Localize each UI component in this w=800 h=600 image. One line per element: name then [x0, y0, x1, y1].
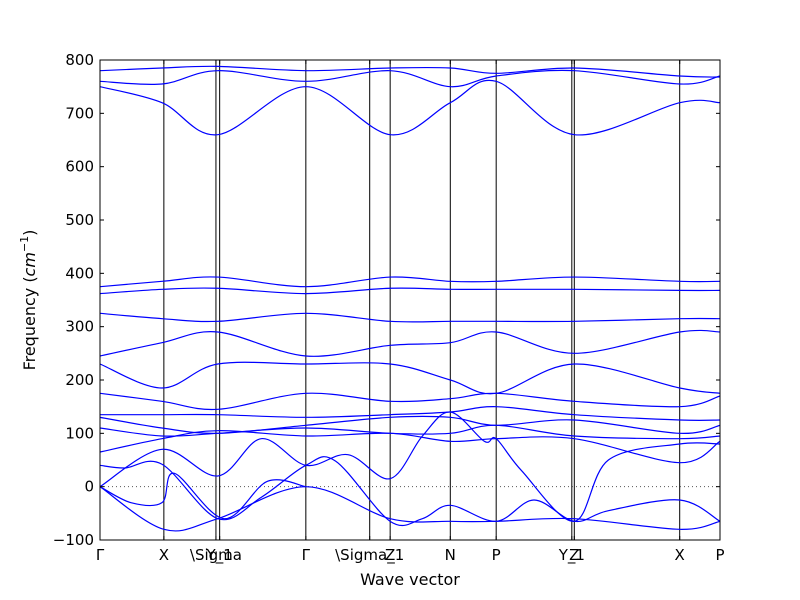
x-tick-label: X: [675, 546, 685, 564]
x-tick-label: Γ: [302, 546, 311, 564]
x-axis-label: Wave vector: [360, 570, 460, 589]
x-tick-label: Y_1: [206, 546, 233, 565]
branch-line-11: [100, 329, 720, 357]
high-symmetry-lines: [163, 60, 681, 540]
branch-line-1: [100, 486, 720, 532]
branch-line-16: [100, 69, 720, 88]
branch-line-13: [100, 276, 720, 288]
y-tick-label: 600: [65, 158, 94, 176]
branch-line-3: [100, 456, 720, 527]
y-axis-label: Frequency (cm−1): [18, 230, 39, 371]
y-axis-ticks: −100 0 100 200 300 400 500 600 700 800: [53, 51, 720, 549]
y-tick-label: 500: [65, 211, 94, 229]
branch-line-15: [100, 79, 720, 136]
branch-line-17: [100, 65, 720, 78]
branch-line-2: [100, 472, 306, 520]
y-tick-label: 300: [65, 318, 94, 336]
y-tick-label: 200: [65, 371, 94, 389]
x-tick-label: P: [492, 546, 501, 564]
x-tick-label: \Sigma: [190, 546, 242, 564]
y-tick-label: 0: [84, 478, 94, 496]
branch-line-8: [100, 406, 720, 421]
x-tick-label: Γ: [96, 546, 105, 564]
x-tick-label: Y_1: [558, 546, 585, 565]
y-tick-label: −100: [53, 531, 94, 549]
branch-line-7: [100, 415, 720, 434]
plot-frame: [99, 59, 721, 541]
branch-line-6: [100, 424, 720, 440]
branch-line-9: [100, 392, 720, 411]
y-tick-label: 400: [65, 264, 94, 282]
branch-line-14: [100, 287, 720, 295]
y-tick-label: 700: [65, 104, 94, 122]
x-tick-label: \Sigma_1: [335, 546, 404, 565]
x-tick-label: Z: [385, 546, 395, 564]
branch-line-10: [100, 361, 720, 395]
x-tick-label: Z: [569, 546, 579, 564]
x-tick-label: X: [159, 546, 169, 564]
y-tick-label: 800: [65, 51, 94, 69]
y-tick-label: 100: [65, 424, 94, 442]
x-tick-label: N: [445, 546, 456, 564]
phonon-branches: [100, 65, 720, 532]
branch-line-4: [100, 411, 720, 522]
x-tick-label: P: [715, 546, 724, 564]
branch-line-12: [100, 312, 720, 323]
